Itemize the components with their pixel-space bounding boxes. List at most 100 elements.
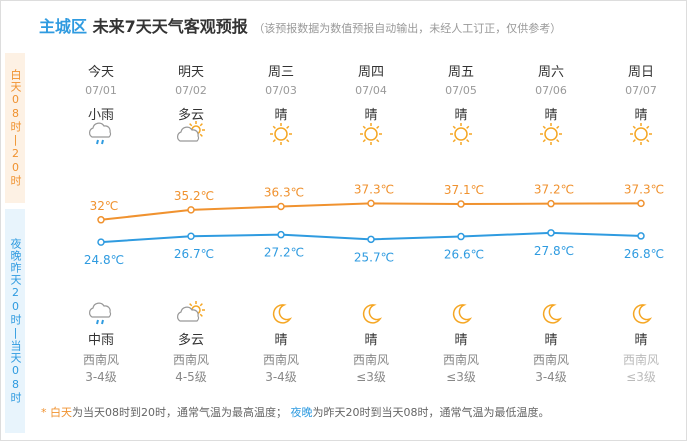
weather-icon bbox=[450, 123, 472, 145]
temp-point bbox=[187, 232, 195, 240]
sun-ray bbox=[189, 303, 193, 307]
temp-point bbox=[637, 232, 645, 240]
weather-icon bbox=[632, 304, 653, 324]
temp-point bbox=[277, 202, 285, 211]
sun-ray bbox=[556, 125, 560, 129]
wind-level: 3-4级 bbox=[535, 370, 567, 384]
date: 07/06 bbox=[535, 84, 567, 97]
sun-ray bbox=[272, 125, 276, 129]
wind-dir: 西南风 bbox=[622, 353, 660, 367]
day-weather: 晴 bbox=[364, 108, 378, 123]
wind-level: 3-4级 bbox=[85, 370, 117, 384]
temp-point bbox=[97, 216, 105, 224]
wind-dir: 西南风 bbox=[82, 353, 120, 367]
day-weather: 晴 bbox=[454, 108, 468, 123]
night-weather: 晴 bbox=[634, 333, 648, 348]
night-weather: 晴 bbox=[544, 333, 558, 348]
night-weather: 晴 bbox=[454, 333, 468, 348]
weather-icon bbox=[89, 122, 112, 145]
weather-icon bbox=[540, 123, 562, 145]
moon-icon bbox=[452, 304, 473, 324]
sun-ray bbox=[362, 139, 366, 143]
temp-label: 37.3℃ bbox=[354, 182, 394, 196]
date: 07/01 bbox=[85, 84, 117, 97]
moon-icon bbox=[542, 304, 563, 324]
date: 07/07 bbox=[625, 84, 657, 97]
wind-dir: 西南风 bbox=[172, 353, 210, 367]
night-strip: 夜晚昨天20时|当天08时 bbox=[5, 209, 25, 433]
wind-dir: 西南风 bbox=[532, 353, 570, 367]
weather-icon bbox=[542, 304, 563, 324]
sun-ray bbox=[362, 125, 366, 129]
temp-label: 35.2℃ bbox=[174, 189, 214, 203]
temp-label: 26.7℃ bbox=[174, 247, 214, 261]
wind-level: ≤3级 bbox=[356, 370, 386, 384]
wind-level: ≤3级 bbox=[626, 370, 656, 384]
sun-ray bbox=[199, 303, 203, 307]
sun-ray bbox=[286, 125, 290, 129]
temp-label: 37.2℃ bbox=[534, 183, 574, 197]
sun-ray bbox=[452, 139, 456, 143]
night-weather: 晴 bbox=[364, 333, 378, 348]
sun-ray bbox=[646, 125, 650, 129]
wind-dir: 西南风 bbox=[442, 353, 480, 367]
sun-ray bbox=[376, 139, 380, 143]
sun-ray bbox=[199, 133, 203, 137]
cloud-icon bbox=[89, 302, 112, 318]
sun-core bbox=[454, 127, 468, 141]
weekday: 周四 bbox=[357, 65, 385, 80]
wind-dir: 西南风 bbox=[262, 353, 300, 367]
night-weather: 晴 bbox=[274, 333, 288, 348]
night-weather: 中雨 bbox=[87, 333, 115, 348]
temp-point bbox=[457, 200, 465, 208]
moon-icon bbox=[362, 304, 383, 324]
weather-icon bbox=[272, 304, 293, 324]
weekday: 今天 bbox=[87, 65, 115, 80]
temp-point bbox=[277, 230, 285, 239]
night-weather: 多云 bbox=[177, 333, 205, 348]
sun-ray bbox=[199, 123, 203, 127]
weekday: 周三 bbox=[267, 65, 295, 80]
temp-point bbox=[97, 238, 105, 246]
weekday: 明天 bbox=[177, 65, 205, 80]
cloud-icon bbox=[89, 122, 112, 138]
weather-icon bbox=[177, 301, 205, 322]
weather-icon bbox=[362, 304, 383, 324]
sun-ray bbox=[199, 313, 203, 317]
sun-ray bbox=[466, 139, 470, 143]
temp-point bbox=[547, 199, 555, 208]
cloud-icon bbox=[177, 306, 200, 322]
footer-star: * bbox=[41, 406, 47, 419]
temp-label: 25.7℃ bbox=[354, 250, 394, 264]
wind-level: ≤3级 bbox=[446, 370, 476, 384]
rain-drops bbox=[96, 319, 104, 325]
weekday: 周五 bbox=[447, 65, 475, 80]
date: 07/04 bbox=[355, 84, 387, 97]
temp-label: 36.3℃ bbox=[264, 185, 304, 199]
weather-icon bbox=[89, 302, 112, 325]
footer-day-text: 为当天08时到20时，通常气温为最高温度； bbox=[72, 406, 287, 419]
sun-ray bbox=[466, 125, 470, 129]
weekday: 周日 bbox=[627, 65, 655, 80]
temp-label: 27.8℃ bbox=[534, 244, 574, 258]
weather-icon bbox=[452, 304, 473, 324]
cloud-icon bbox=[177, 126, 200, 142]
region: 主城区 bbox=[39, 17, 88, 36]
day-weather: 多云 bbox=[177, 108, 205, 123]
date: 07/03 bbox=[265, 84, 297, 97]
moon-icon bbox=[632, 304, 653, 324]
sun-ray bbox=[646, 139, 650, 143]
temp-label: 37.3℃ bbox=[624, 182, 664, 196]
sun-core bbox=[634, 127, 648, 141]
temp-point bbox=[187, 206, 195, 214]
sun-ray bbox=[542, 125, 546, 129]
sun-ray bbox=[632, 139, 636, 143]
sun-core bbox=[364, 127, 378, 141]
date: 07/05 bbox=[445, 84, 477, 97]
date: 07/02 bbox=[175, 84, 207, 97]
sun-ray bbox=[189, 123, 193, 127]
footer-night-term: 夜晚 bbox=[290, 406, 313, 419]
temp-label: 27.2℃ bbox=[264, 246, 304, 260]
sun-core bbox=[544, 127, 558, 141]
